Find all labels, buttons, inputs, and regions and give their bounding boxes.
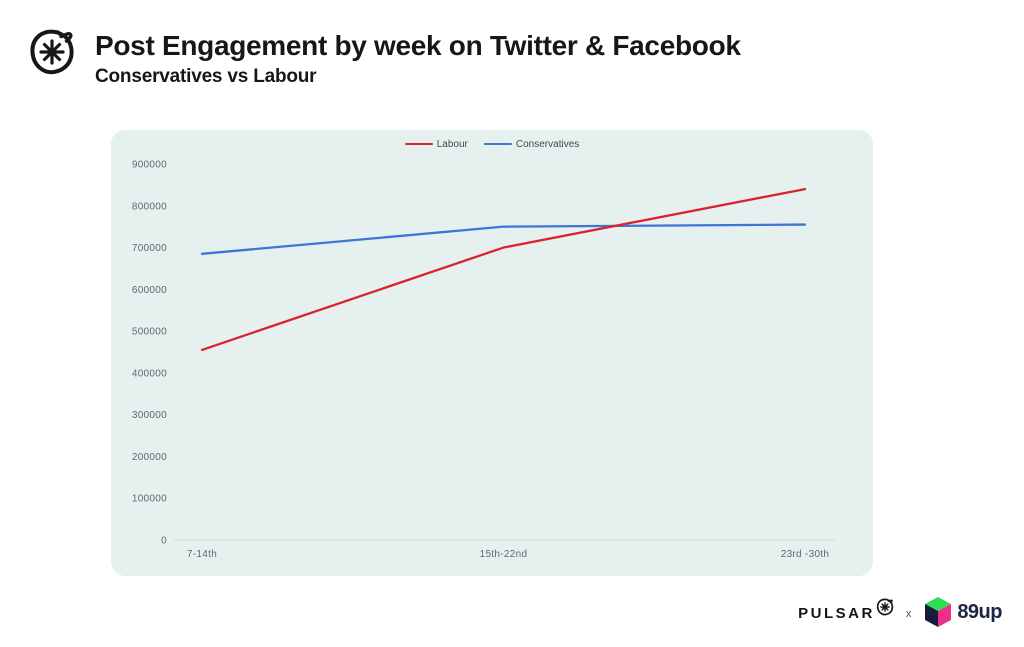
y-tick-label: 300000 bbox=[132, 410, 167, 421]
y-tick-label: 800000 bbox=[132, 201, 167, 212]
page-title: Post Engagement by week on Twitter & Fac… bbox=[95, 30, 741, 61]
collab-x-separator: x bbox=[905, 608, 912, 620]
cube-89up-icon bbox=[925, 597, 952, 627]
legend-item-labour: Labour bbox=[404, 138, 468, 150]
pulsar-label: PULSAR bbox=[798, 605, 875, 622]
y-tick-label: 400000 bbox=[132, 368, 167, 379]
legend-swatch-conservatives bbox=[483, 143, 512, 145]
legend-label-labour: Labour bbox=[436, 138, 468, 150]
brand-89up: 89up bbox=[923, 596, 1002, 628]
brand-89up-label: 89up bbox=[957, 600, 1002, 623]
page-subtitle: Conservatives vs Labour bbox=[95, 66, 317, 87]
series-line-labour bbox=[200, 187, 807, 352]
chart-panel: 0 100000 200000 300000 400000 500000 600000 700… bbox=[111, 130, 873, 576]
y-tick-label: 600000 bbox=[132, 285, 167, 296]
pulsar-wordmark: PULSAR bbox=[798, 598, 894, 624]
pulsar-asterisk-icon bbox=[876, 598, 893, 616]
pulsar-logo-icon bbox=[30, 29, 74, 75]
y-tick-label: 500000 bbox=[132, 327, 167, 338]
chart-svg: 0 100000 200000 300000 400000 500000 600000 700… bbox=[111, 130, 873, 576]
x-tick-label: 7-14th bbox=[187, 549, 217, 560]
legend-item-conservatives: Conservatives bbox=[483, 138, 580, 150]
legend-swatch-labour bbox=[404, 143, 433, 145]
chart-panel-bg bbox=[111, 130, 873, 576]
legend-label-conservatives: Conservatives bbox=[515, 138, 580, 150]
y-tick-label: 100000 bbox=[132, 494, 167, 505]
series-line-conservatives bbox=[200, 223, 807, 255]
footer-brandbar: PULSAR x 89up bbox=[798, 593, 1002, 629]
y-tick-label: 900000 bbox=[132, 160, 167, 171]
chart-legend: Labour Conservatives bbox=[111, 135, 873, 153]
y-tick-label: 200000 bbox=[132, 452, 167, 463]
header: Post Engagement by week on Twitter & Fac… bbox=[0, 0, 1024, 110]
y-tick-label: 0 bbox=[161, 536, 167, 547]
x-tick-label: 15th-22nd bbox=[480, 549, 528, 560]
x-tick-label: 23rd -30th bbox=[781, 549, 830, 560]
y-tick-label: 700000 bbox=[132, 243, 167, 254]
